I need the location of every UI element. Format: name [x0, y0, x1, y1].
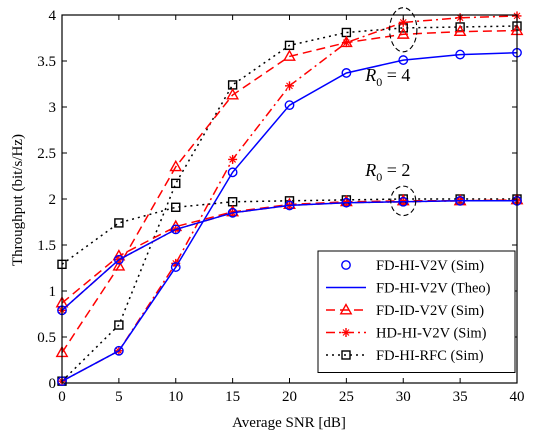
marker-fd_hi_sim-g1-p3 [170, 262, 181, 272]
marker-fd_rfc_sim-g1-p5 [284, 40, 295, 51]
marker-fd_hi_sim-g2-p3 [170, 224, 181, 235]
legend-label-hd_hi_sim: HD-HI-V2V (Sim) [376, 326, 487, 342]
legend-label-fd_rfc_sim: FD-HI-RFC (Sim) [376, 348, 484, 364]
y-tick-label-1.5: 1.5 [37, 238, 56, 254]
x-tick-label-30: 30 [396, 389, 411, 405]
x-tick-label-25: 25 [339, 389, 354, 405]
ellipse-group-2 [390, 185, 417, 217]
y-tick-label-0: 0 [49, 376, 57, 392]
marker-fd_hi_sim-g2-p2 [113, 254, 124, 265]
marker-fd_id_sim-g1-p6 [339, 35, 353, 48]
x-tick-label-40: 40 [510, 389, 525, 405]
marker-fd_hi_sim-g2-p5 [284, 200, 295, 211]
legend-marker-hd_hi_sim [341, 328, 351, 337]
y-tick-label-3: 3 [49, 100, 57, 116]
marker-fd_hi_sim-g1-p2 [113, 345, 124, 356]
marker-hd_hi_sim-g1-p5 [285, 81, 294, 91]
line-fd_hi_theo-group-1 [61, 51, 518, 382]
x-tick-label-0: 0 [58, 389, 66, 405]
marker-fd_hi_sim-g1-p7 [398, 55, 409, 65]
marker-fd_rfc_sim-g1-p6 [341, 27, 352, 38]
annotations: R0 = 4 R0 = 2 [364, 7, 418, 217]
line-fd_hi_theo-group-2 [61, 200, 517, 311]
marker-fd_hi_sim-g2-p6 [341, 197, 352, 208]
marker-fd_hi_sim-g2-p7 [398, 196, 409, 207]
ellipse-group-1 [389, 7, 418, 53]
marker-fd_id_sim-g2-p7 [396, 193, 410, 206]
y-tick-label-2: 2 [49, 192, 57, 208]
legend-label-fd_hi_sim: FD-HI-V2V (Sim) [376, 258, 484, 274]
marker-fd_id_sim-g1-p2 [112, 259, 126, 271]
series-fd_hi_sim-group-1 [57, 47, 522, 387]
marker-fd_rfc_sim-g1-p2 [114, 320, 124, 330]
y-tick-label-0.5: 0.5 [37, 330, 56, 346]
marker-fd_id_sim-g1-p4 [226, 88, 240, 100]
legend-marker-fd_rfc_sim [341, 350, 351, 360]
legend-item-fd_hi_theo: FD-HI-V2V (Theo) [326, 281, 491, 297]
marker-hd_hi_sim-g1-p4 [228, 154, 238, 164]
marker-fd_id_sim-g1-p3 [169, 159, 183, 172]
legend: FD-HI-V2V (Sim) FD-HI-V2V (Theo) FD-ID-V2V… [317, 250, 516, 373]
axes: 0 5 10 15 20 25 30 35 40 0 0.5 1 1.5 2 2.5 3 3.5 4 [37, 8, 524, 405]
plot-area [55, 11, 524, 387]
marker-fd_id_sim-g2-p4 [226, 204, 240, 217]
marker-fd_hi_sim-g1-p5 [284, 100, 295, 111]
x-tick-label-15: 15 [225, 389, 240, 405]
x-tick-label-10: 10 [168, 389, 183, 405]
marker-fd_hi_sim-g1-p8 [455, 49, 466, 60]
legend-marker-fd_id_sim [339, 303, 353, 315]
marker-fd_id_sim-g1-p5 [283, 49, 296, 61]
marker-fd_hi_sim-g1-p6 [341, 68, 352, 78]
series-fd_hi_theo-group-2 [61, 200, 517, 311]
legend-label-fd_hi_theo: FD-HI-V2V (Theo) [376, 281, 491, 297]
series-fd_hi_theo-group-1 [61, 51, 518, 382]
x-axis-label: Average SNR [dB] [232, 415, 346, 431]
label-group-2: R0 = 2 [364, 160, 410, 184]
line-fd_rfc_sim-group-2 [61, 198, 517, 265]
y-tick-label-2.5: 2.5 [37, 146, 56, 162]
line-fd_rfc_sim-group-1 [61, 25, 518, 382]
legend-marker-fd_hi_sim [341, 260, 351, 270]
legend-item-hd_hi_sim: HD-HI-V2V (Sim) [326, 326, 487, 342]
y-tick-label-4: 4 [49, 8, 57, 24]
marker-fd_rfc_sim-g1-p3 [171, 178, 181, 189]
x-tick-label-35: 35 [453, 389, 468, 405]
legend-label-fd_id_sim: FD-ID-V2V (Sim) [376, 303, 484, 319]
y-tick-label-3.5: 3.5 [37, 54, 56, 70]
y-axis-label: Throughput (bit/s/Hz) [10, 134, 26, 266]
marker-fd_hi_sim-g2-p8 [455, 195, 466, 206]
marker-fd_id_sim-g2-p5 [283, 197, 296, 210]
legend-item-fd_rfc_sim: FD-HI-RFC (Sim) [326, 348, 484, 364]
marker-fd_rfc_sim-g2-p3 [171, 202, 181, 212]
marker-fd_hi_sim-g1-p4 [227, 167, 238, 178]
marker-fd_hi_sim-g2-p4 [227, 207, 238, 218]
line-fd_id_sim-group-1 [61, 29, 518, 354]
legend-item-fd_hi_sim: FD-HI-V2V (Sim) [341, 258, 484, 274]
x-tick-label-5: 5 [115, 389, 123, 405]
marker-fd_id_sim-g1-p8 [453, 24, 467, 37]
marker-fd_rfc_sim-g1-p4 [227, 80, 238, 90]
marker-fd_id_sim-g1-p7 [396, 27, 410, 39]
y-tick-label-1: 1 [49, 284, 57, 300]
legend-item-fd_id_sim: FD-ID-V2V (Sim) [326, 303, 484, 319]
line-fd_id_sim-group-2 [61, 199, 518, 304]
x-tick-label-20: 20 [282, 389, 297, 405]
label-group-1: R0 = 4 [364, 65, 410, 89]
marker-fd_rfc_sim-g2-p2 [114, 218, 124, 228]
marker-fd_id_sim-g2-p6 [339, 194, 353, 207]
